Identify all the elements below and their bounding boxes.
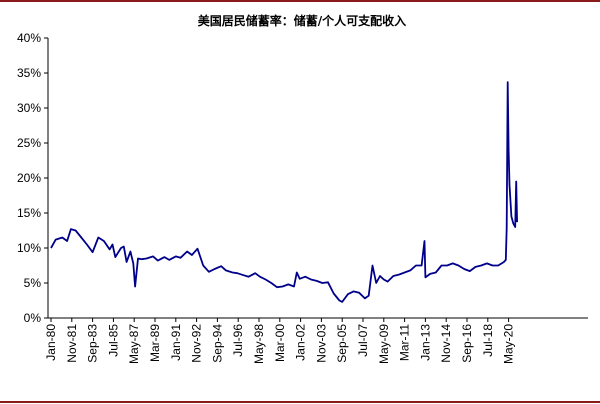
x-tick-label: Nov-03 bbox=[314, 324, 328, 363]
x-tick-label: Mar-89 bbox=[148, 324, 162, 362]
x-tick-label: Sep-05 bbox=[335, 324, 349, 363]
x-tick-label: Sep-83 bbox=[86, 324, 100, 363]
x-tick-label: May-09 bbox=[377, 324, 391, 364]
x-tick-label: Jul-18 bbox=[481, 324, 495, 357]
y-tick-label: 5% bbox=[24, 276, 42, 290]
x-tick-label: Mar-11 bbox=[398, 324, 412, 361]
x-tick-label: Jan-91 bbox=[169, 324, 183, 361]
x-tick-label: May-98 bbox=[252, 324, 266, 364]
y-tick-label: 40% bbox=[17, 31, 41, 45]
y-tick-label: 0% bbox=[24, 311, 42, 325]
bottom-rule bbox=[0, 401, 600, 403]
x-tick-label: May-20 bbox=[502, 324, 516, 364]
y-tick-label: 30% bbox=[17, 101, 41, 115]
y-tick-label: 15% bbox=[17, 206, 41, 220]
top-rule bbox=[0, 0, 600, 2]
series-line bbox=[50, 81, 518, 303]
x-tick-label: Jan-02 bbox=[294, 324, 308, 361]
y-axis: 0% 5% 10% 15% 20% 25% 30% 35% 40% bbox=[17, 31, 48, 325]
x-tick-label: Nov-92 bbox=[190, 324, 204, 363]
y-tick-label: 35% bbox=[17, 66, 41, 80]
plot-area bbox=[47, 38, 588, 319]
x-tick-label: Nov-14 bbox=[439, 324, 453, 363]
x-tick-label: Mar-00 bbox=[273, 324, 287, 362]
y-tick-label: 25% bbox=[17, 136, 41, 150]
x-tick-label: May-87 bbox=[127, 324, 141, 364]
x-tick-label: Nov-81 bbox=[65, 324, 79, 363]
y-tick-label: 10% bbox=[17, 241, 41, 255]
y-tick-label: 20% bbox=[17, 171, 41, 185]
x-tick-label: Jul-85 bbox=[106, 324, 120, 357]
x-tick-label: Jul-96 bbox=[231, 324, 245, 357]
x-axis: Jan-80 Nov-81 Sep-83 Jul-85 May-87 Mar-89 Jan-… bbox=[44, 318, 516, 364]
x-tick-label: Jan-80 bbox=[44, 324, 58, 361]
x-tick-label: Jul-07 bbox=[356, 324, 370, 357]
chart-title: 美国居民储蓄率：储蓄/个人可支配收入 bbox=[198, 13, 406, 28]
x-tick-label: Sep-94 bbox=[210, 324, 224, 363]
x-tick-label: Jan-13 bbox=[418, 324, 432, 361]
x-tick-label: Sep-16 bbox=[460, 324, 474, 363]
